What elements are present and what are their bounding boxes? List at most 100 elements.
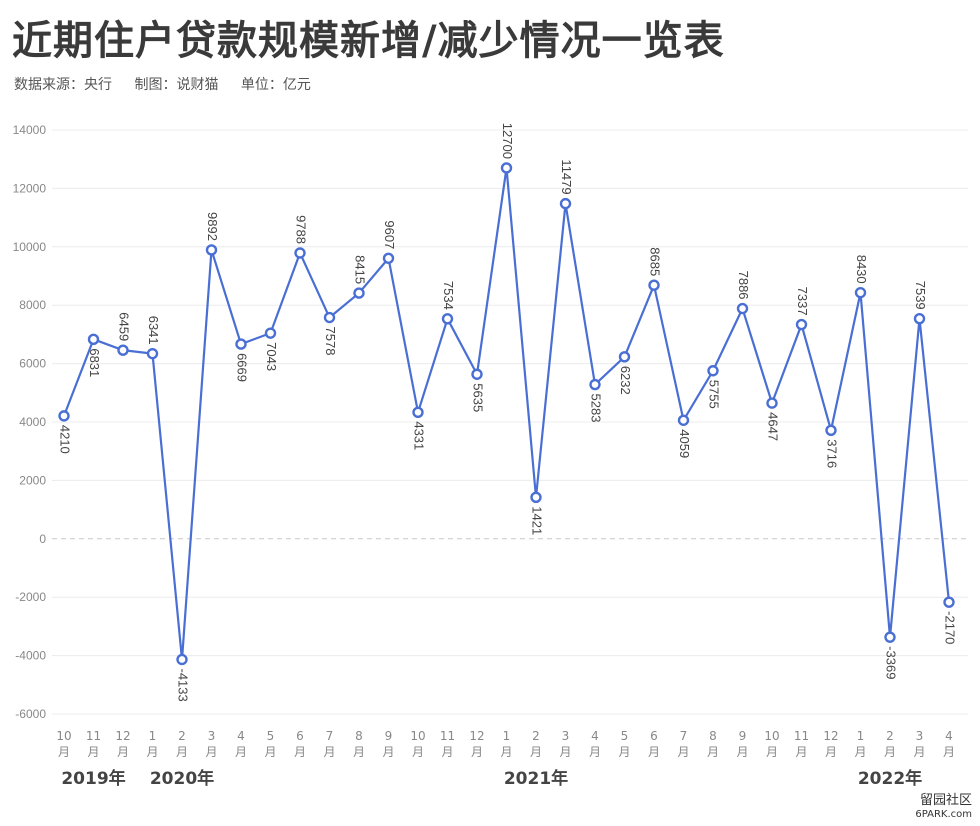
data-label: 9607 — [382, 220, 397, 249]
x-tick-label: 4 — [945, 729, 953, 743]
x-tick-unit: 月 — [913, 745, 925, 759]
data-point — [176, 653, 188, 666]
data-label: 4059 — [677, 429, 692, 458]
data-label: 7337 — [795, 287, 810, 316]
x-tick-label: 7 — [680, 729, 688, 743]
data-point — [589, 378, 601, 391]
data-label: 4647 — [766, 412, 781, 441]
year-label: 2020年 — [150, 768, 214, 789]
x-tick-label: 3 — [562, 729, 570, 743]
data-point — [294, 247, 306, 259]
x-tick-label: 11 — [440, 729, 455, 743]
year-label: 2021年 — [504, 768, 568, 789]
x-tick-label: 12 — [469, 729, 484, 743]
data-point — [559, 197, 572, 210]
x-tick-unit: 月 — [294, 745, 306, 759]
year-label: 2022年 — [858, 768, 922, 789]
data-point — [412, 406, 424, 419]
x-tick-unit: 月 — [58, 745, 70, 759]
data-point — [87, 333, 100, 346]
data-label: 6831 — [87, 348, 102, 377]
y-tick-label: -6000 — [15, 707, 46, 721]
x-tick-label: 5 — [267, 729, 275, 743]
x-tick-label: 9 — [385, 729, 393, 743]
author-text: 制图：说财猫 — [134, 77, 219, 93]
x-tick-label: 2 — [178, 729, 186, 743]
x-tick-unit: 月 — [766, 745, 778, 759]
data-point — [648, 279, 660, 291]
source-text: 数据来源：央行 — [14, 77, 112, 93]
y-tick-label: 14000 — [13, 123, 47, 137]
data-label: 7886 — [736, 271, 751, 300]
y-tick-label: 12000 — [13, 181, 47, 195]
data-label: 6669 — [235, 353, 250, 382]
data-label: 9788 — [294, 215, 309, 244]
data-label: 6341 — [146, 316, 161, 345]
x-tick-unit: 月 — [87, 745, 99, 759]
data-point — [854, 286, 867, 299]
x-tick-unit: 月 — [471, 745, 483, 759]
x-tick-unit: 月 — [323, 745, 335, 759]
data-label: 8415 — [353, 255, 368, 284]
data-point — [884, 631, 896, 643]
data-point — [500, 162, 513, 174]
data-point — [146, 347, 159, 360]
data-point — [323, 311, 336, 324]
y-tick-label: 10000 — [13, 240, 47, 254]
data-point — [618, 351, 631, 363]
data-point — [205, 244, 218, 256]
data-point — [766, 397, 778, 409]
data-label: 5283 — [589, 394, 604, 423]
data-point — [795, 318, 808, 331]
x-tick-label: 9 — [739, 729, 747, 743]
data-point — [677, 414, 690, 426]
x-tick-unit: 月 — [677, 745, 689, 759]
chart-meta: 数据来源：央行 制图：说财猫 单位：亿元 — [14, 74, 329, 94]
data-label: -4133 — [176, 668, 191, 701]
x-tick-label: 10 — [764, 729, 779, 743]
data-label: 4210 — [58, 425, 73, 454]
x-tick-unit: 月 — [176, 745, 188, 759]
data-point — [825, 424, 837, 436]
x-tick-unit: 月 — [235, 745, 247, 759]
x-tick-unit: 月 — [500, 745, 512, 759]
data-point — [353, 287, 365, 299]
x-tick-label: 2 — [886, 729, 894, 743]
y-tick-label: 4000 — [19, 415, 46, 429]
data-label: 5635 — [471, 383, 486, 412]
data-label: 3716 — [825, 439, 840, 468]
data-point — [382, 252, 395, 264]
x-tick-label: 1 — [149, 729, 157, 743]
x-tick-unit: 月 — [264, 745, 276, 759]
y-tick-label: -2000 — [15, 590, 46, 604]
data-point — [471, 368, 483, 380]
x-tick-unit: 月 — [854, 745, 866, 759]
data-point — [58, 410, 70, 422]
x-tick-label: 8 — [355, 729, 363, 743]
y-tick-label: 2000 — [19, 473, 46, 487]
y-tick-label: 0 — [39, 532, 46, 546]
data-label: 8430 — [854, 255, 869, 284]
data-point — [943, 596, 955, 608]
data-label: 6459 — [117, 312, 132, 341]
x-tick-label: 2 — [532, 729, 540, 743]
x-tick-unit: 月 — [618, 745, 630, 759]
x-tick-unit: 月 — [648, 745, 660, 759]
watermark-line1: 留园社区 — [919, 793, 972, 808]
y-tick-label: 6000 — [19, 357, 46, 371]
series-line — [62, 166, 951, 661]
data-label: 7534 — [441, 281, 456, 310]
data-label: 7539 — [913, 281, 928, 310]
x-tick-label: 1 — [857, 729, 865, 743]
data-label: 1421 — [530, 506, 545, 535]
x-tick-unit: 月 — [707, 745, 719, 759]
x-tick-unit: 月 — [382, 745, 394, 759]
x-tick-label: 10 — [56, 729, 71, 743]
data-point — [707, 365, 719, 377]
data-label: -2170 — [943, 611, 958, 644]
x-tick-label: 12 — [115, 729, 130, 743]
x-tick-unit: 月 — [884, 745, 896, 759]
x-tick-label: 11 — [86, 729, 101, 743]
unit-text: 单位：亿元 — [240, 77, 311, 93]
